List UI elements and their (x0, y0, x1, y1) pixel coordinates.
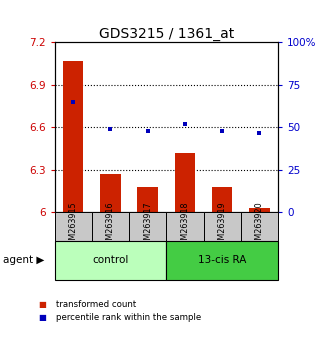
Point (182, 121, 188, 127)
Bar (175, 153, 195, 212)
Bar (63, 61, 83, 212)
Bar (204, 212, 241, 241)
Bar (166, 241, 278, 280)
Text: agent ▶: agent ▶ (3, 255, 45, 265)
Text: GSM263918: GSM263918 (180, 202, 189, 250)
Bar (166, 212, 204, 241)
Text: GSM263917: GSM263917 (143, 202, 152, 250)
Bar (55, 241, 166, 280)
Point (71, 99, 76, 105)
Point (257, 130, 262, 135)
Bar (55, 212, 92, 241)
Bar (137, 187, 158, 212)
Bar (241, 212, 278, 241)
Text: transformed count: transformed count (56, 300, 136, 309)
Point (219, 128, 225, 134)
Bar (249, 208, 270, 212)
Text: GSM263916: GSM263916 (106, 202, 115, 250)
Text: GSM263915: GSM263915 (69, 202, 78, 250)
Point (108, 126, 113, 132)
Bar (100, 174, 121, 212)
Bar (212, 187, 232, 212)
Bar (129, 212, 166, 241)
Bar (92, 212, 129, 241)
Text: ■: ■ (38, 313, 46, 322)
Text: control: control (92, 255, 129, 265)
Text: GSM263920: GSM263920 (255, 202, 264, 250)
Text: percentile rank within the sample: percentile rank within the sample (56, 313, 202, 322)
Text: ■: ■ (38, 300, 46, 309)
Text: 13-cis RA: 13-cis RA (198, 255, 246, 265)
Text: GSM263919: GSM263919 (218, 202, 227, 250)
Point (145, 128, 150, 134)
Title: GDS3215 / 1361_at: GDS3215 / 1361_at (99, 28, 234, 41)
